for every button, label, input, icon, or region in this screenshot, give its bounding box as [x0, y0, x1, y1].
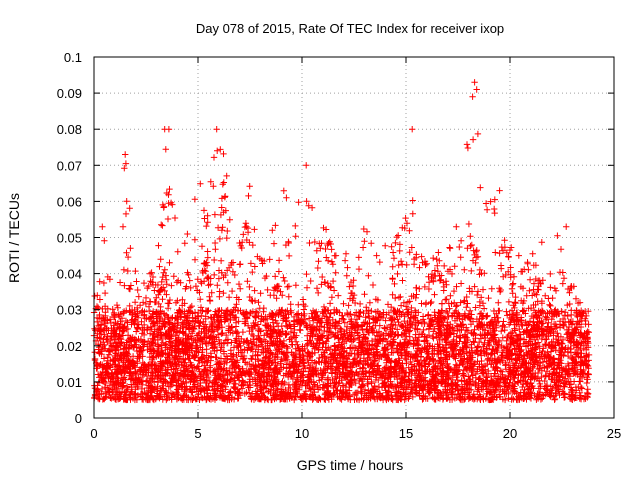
y-tick-label: 0.08: [57, 122, 82, 137]
y-tick-label: 0: [75, 411, 82, 426]
y-tick-labels: 0 0.01 0.02 0.03 0.04 0.05 0.06 0.07 0.08 0.09 0.1: [57, 50, 82, 426]
x-tick-label: 25: [607, 426, 621, 441]
y-tick-label: 0.07: [57, 158, 82, 173]
x-axis-label: GPS time / hours: [297, 457, 404, 473]
chart-title: Day 078 of 2015, Rate Of TEC Index for r…: [196, 21, 504, 36]
x-tick-label: 15: [399, 426, 413, 441]
y-tick-label: 0.05: [57, 231, 82, 246]
x-tick-labels: 0 5 10 15 20 25: [90, 426, 621, 441]
roti-marker-cloud: [90, 79, 593, 404]
y-tick-label: 0.03: [57, 303, 82, 318]
y-tick-label: 0.02: [57, 339, 82, 354]
axis-ticks: [93, 56, 615, 419]
scatter-points: [90, 79, 593, 404]
y-tick-label: 0.01: [57, 375, 82, 390]
y-tick-label: 0.04: [57, 267, 82, 282]
x-tick-label: 5: [194, 426, 201, 441]
y-tick-label: 0.09: [57, 86, 82, 101]
x-tick-label: 10: [295, 426, 309, 441]
x-tick-label: 0: [90, 426, 97, 441]
y-tick-label: 0.1: [64, 50, 82, 65]
y-tick-label: 0.06: [57, 194, 82, 209]
x-tick-label: 20: [503, 426, 517, 441]
y-axis-label: ROTI / TECUs: [6, 193, 22, 283]
